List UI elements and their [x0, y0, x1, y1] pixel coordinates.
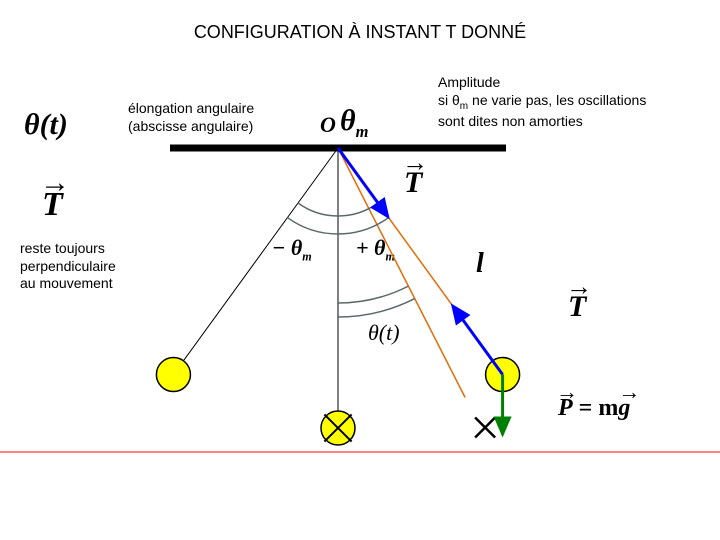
pendulum-diagram: [0, 0, 720, 540]
